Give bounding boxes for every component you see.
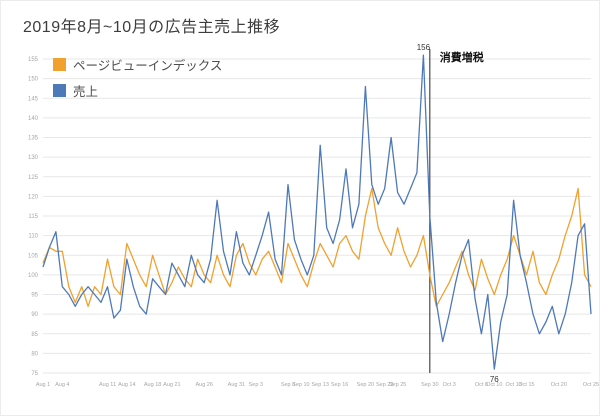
svg-text:Oct 20: Oct 20 — [551, 382, 567, 388]
event-label: 消費増税 — [440, 50, 484, 64]
svg-text:135: 135 — [28, 136, 39, 142]
page-title: 2019年8月~10月の広告主売上推移 — [23, 19, 281, 36]
svg-text:145: 145 — [28, 96, 39, 102]
svg-text:Sep 8: Sep 8 — [281, 382, 295, 388]
svg-text:Sep 25: Sep 25 — [389, 382, 406, 388]
chart-area: 75 80 85 90 95 100 105 110 115 120 125 130 135 140 145… — [1, 39, 599, 397]
svg-text:Sep 13: Sep 13 — [311, 382, 328, 388]
svg-text:Oct 15: Oct 15 — [518, 382, 534, 388]
svg-text:Aug 4: Aug 4 — [55, 382, 69, 388]
pageview-series-label: ページビューインデックス — [73, 59, 223, 73]
x-axis-labels: Aug 1 Aug 4 Aug 11 Aug 14 Aug 18 Aug 21 Aug 26… — [36, 382, 599, 388]
legend: ページビューインデックス 売上 — [53, 55, 222, 100]
svg-text:85: 85 — [31, 332, 38, 338]
svg-text:115: 115 — [28, 214, 38, 220]
series-sales — [42, 54, 592, 370]
legend-item-sales: 売上 — [53, 81, 222, 100]
svg-text:Aug 18: Aug 18 — [144, 382, 161, 388]
legend-item-pageview-index: ページビューインデックス — [53, 55, 222, 74]
svg-text:Aug 1: Aug 1 — [36, 382, 50, 388]
sales-series-swatch-icon — [53, 84, 66, 97]
annotation-156: 156 — [417, 43, 431, 52]
svg-text:100: 100 — [28, 273, 39, 279]
pageview-series-swatch-icon — [53, 58, 66, 71]
svg-text:110: 110 — [28, 234, 38, 240]
svg-text:80: 80 — [31, 351, 38, 357]
svg-text:Oct 25: Oct 25 — [583, 382, 599, 388]
svg-text:125: 125 — [28, 175, 39, 181]
svg-text:Oct 10: Oct 10 — [486, 382, 502, 388]
svg-text:105: 105 — [28, 253, 39, 259]
y-axis-labels: 75 80 85 90 95 100 105 110 115 120 125 130 135 140 145… — [28, 57, 39, 377]
svg-text:Aug 11: Aug 11 — [99, 382, 116, 388]
sales-series-label: 売上 — [73, 85, 99, 99]
svg-text:Sep 16: Sep 16 — [331, 382, 348, 388]
svg-text:Sep 20: Sep 20 — [357, 382, 374, 388]
svg-text:Oct 8: Oct 8 — [475, 382, 488, 388]
svg-text:140: 140 — [28, 116, 39, 122]
svg-text:Oct 13: Oct 13 — [505, 382, 521, 388]
svg-text:Aug 31: Aug 31 — [228, 382, 245, 388]
svg-text:130: 130 — [28, 155, 39, 161]
svg-text:Aug 26: Aug 26 — [195, 382, 212, 388]
annotation-76: 76 — [490, 375, 499, 384]
svg-text:95: 95 — [31, 293, 38, 299]
gridlines — [43, 58, 591, 374]
svg-text:75: 75 — [31, 371, 38, 377]
svg-text:90: 90 — [31, 312, 38, 318]
svg-text:Sep 10: Sep 10 — [292, 382, 309, 388]
svg-text:150: 150 — [28, 77, 39, 83]
svg-text:120: 120 — [28, 194, 39, 200]
line-chart: 75 80 85 90 95 100 105 110 115 120 125 130 135 140 145… — [28, 43, 599, 388]
svg-text:Aug 21: Aug 21 — [163, 382, 180, 388]
svg-text:Oct 3: Oct 3 — [443, 382, 456, 388]
svg-text:Sep 30: Sep 30 — [421, 382, 438, 388]
svg-text:Aug 14: Aug 14 — [118, 382, 135, 388]
series-pageview-index — [42, 187, 592, 307]
svg-text:155: 155 — [28, 57, 39, 63]
svg-text:Sep 3: Sep 3 — [249, 382, 263, 388]
svg-text:Sep 23: Sep 23 — [376, 382, 393, 388]
